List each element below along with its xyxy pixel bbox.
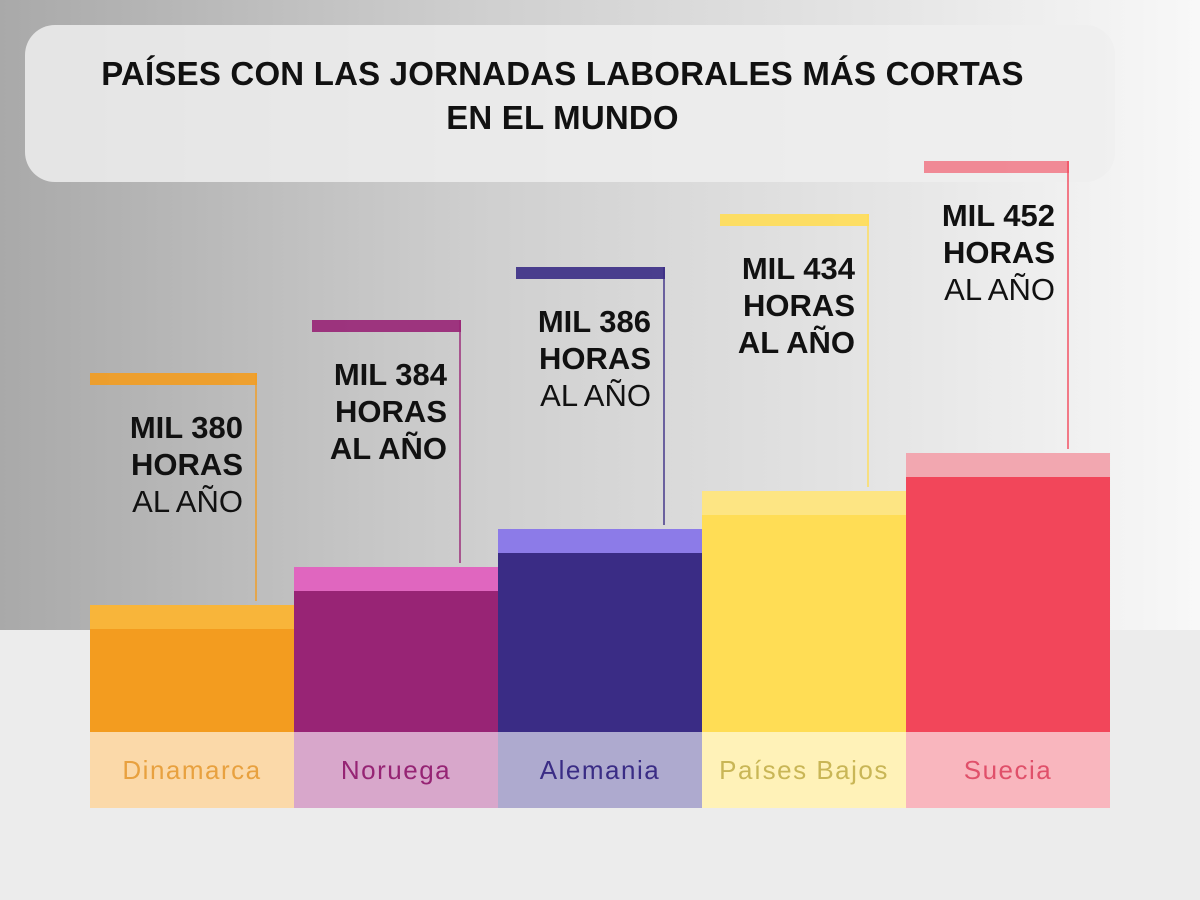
data-label-line: MIL 380 [129,410,243,445]
bar-cap [702,491,906,515]
title-line-2: EN EL MUNDO [446,99,679,136]
bar [498,529,702,732]
bar-cap [906,453,1110,477]
bar-cap [90,605,294,629]
data-label-line: MIL 434 [741,251,855,286]
data-label: MIL 434 HORAS AL AÑO [662,250,855,361]
label-flag [924,161,1069,173]
data-label-line: AL AÑO [944,272,1055,307]
title-line-1: PAÍSES CON LAS JORNADAS LABORALES MÁS CO… [101,55,1024,92]
leader-line [255,373,257,601]
bar [702,491,906,732]
bar-cap [294,567,498,591]
bar [906,453,1110,732]
data-label-line: AL AÑO [329,431,447,466]
label-flag [516,267,665,279]
leader-line [867,214,869,487]
data-label-line: HORAS [131,447,243,482]
data-label-line: MIL 384 [333,357,447,392]
leader-line [663,267,665,525]
data-label-line: HORAS [743,288,855,323]
category-label: Suecia [906,732,1110,808]
category-label: Noruega [294,732,498,808]
data-label: MIL 386 HORAS AL AÑO [458,303,651,414]
chart-title: PAÍSES CON LAS JORNADAS LABORALES MÁS CO… [25,52,1100,140]
data-label-line: AL AÑO [540,378,651,413]
data-label-line: HORAS [539,341,651,376]
category-label: Alemania [498,732,702,808]
label-flag [720,214,869,226]
data-label-line: AL AÑO [737,325,855,360]
leader-line [459,320,461,563]
data-label: MIL 452 HORAS AL AÑO [866,197,1055,308]
leader-line [1067,161,1069,449]
bar-cap [498,529,702,553]
title-panel [25,25,1115,182]
data-label-line: MIL 386 [537,304,651,339]
data-label: MIL 384 HORAS AL AÑO [254,356,447,467]
data-label-line: AL AÑO [132,484,243,519]
category-label: Países Bajos [702,732,906,808]
category-label: Dinamarca [90,732,294,808]
data-label: MIL 380 HORAS AL AÑO [50,409,243,520]
data-label-line: MIL 452 [941,198,1055,233]
bar [294,567,498,732]
label-flag [90,373,257,385]
data-label-line: HORAS [943,235,1055,270]
label-flag [312,320,461,332]
data-label-line: HORAS [335,394,447,429]
